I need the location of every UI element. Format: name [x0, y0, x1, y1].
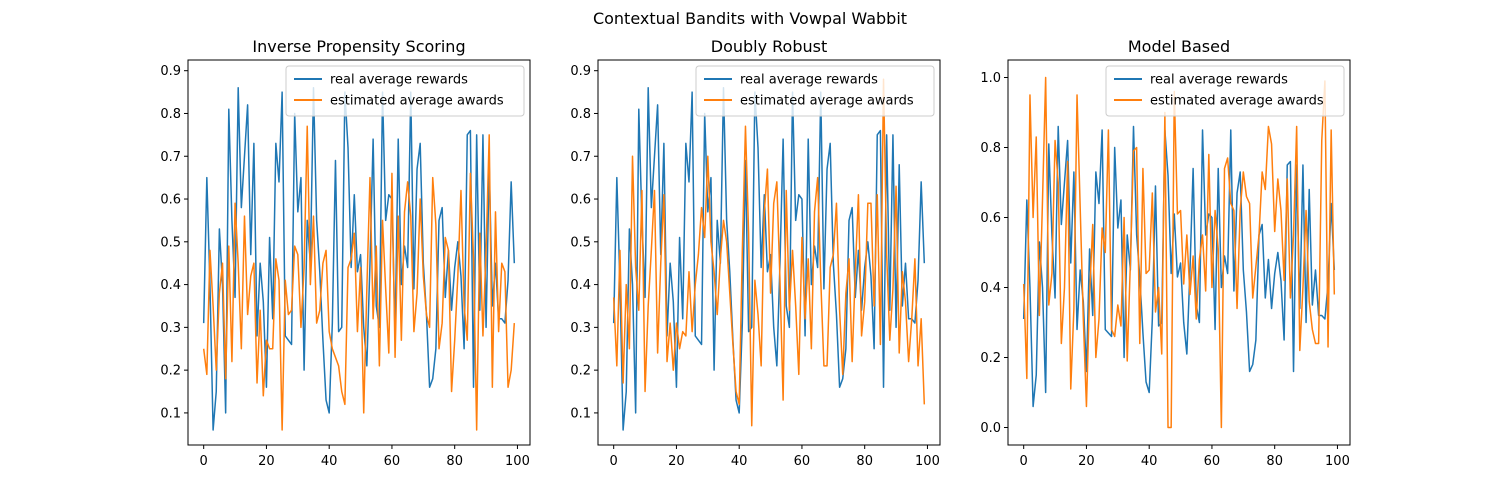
legend: real average rewards estimated average aw…: [1105, 65, 1345, 117]
y-tick-label: 0.4: [570, 278, 591, 293]
x-tick-label: 100: [1325, 454, 1350, 469]
legend-label: real average rewards: [740, 73, 878, 88]
y-tick-label: 0.4: [980, 281, 1001, 296]
subplot-title: Inverse Propensity Scoring: [252, 37, 465, 56]
legend-box: [285, 65, 525, 117]
legend-label: estimated average awards: [1150, 94, 1324, 109]
x-tick-label: 40: [321, 454, 338, 469]
x-tick-label: 100: [505, 454, 530, 469]
x-tick-label: 80: [856, 454, 873, 469]
subplot-doubly-robust: Doubly Robust 0 20 40 60 80 100 0.1 0.2 0.3 0.4 0.…: [570, 37, 941, 469]
y-tick-label: 0.4: [160, 278, 181, 293]
legend-box: [1105, 65, 1345, 117]
series-line-estimated-average-awards: [202, 125, 516, 431]
y-tick-label: 0.1: [570, 406, 591, 421]
y-tick-label: 0.3: [570, 321, 591, 336]
x-tick-label: 20: [1078, 454, 1095, 469]
x-tick-label: 80: [446, 454, 463, 469]
legend: real average rewards estimated average aw…: [285, 65, 525, 117]
x-tick-label: 60: [384, 454, 401, 469]
y-tick-label: 0.8: [570, 107, 591, 122]
subplot-title: Doubly Robust: [711, 37, 828, 56]
y-tick-label: 0.8: [980, 141, 1001, 156]
x-tick-label: 20: [668, 454, 685, 469]
legend-label: real average rewards: [1150, 73, 1288, 88]
legend-label: estimated average awards: [330, 94, 504, 109]
x-tick-label: 0: [200, 454, 208, 469]
legend-label: real average rewards: [330, 73, 468, 88]
subplot-title: Model Based: [1128, 37, 1230, 56]
subplot-inverse-propensity-scoring: Inverse Propensity Scoring 0 20 40 60 80 100 0…: [160, 37, 531, 469]
x-tick-label: 60: [794, 454, 811, 469]
legend-box: [695, 65, 935, 117]
y-tick-label: 0.6: [980, 211, 1001, 226]
series-line-real-average-rewards: [202, 87, 516, 431]
x-tick-label: 40: [1141, 454, 1158, 469]
x-tick-label: 0: [610, 454, 618, 469]
x-tick-label: 60: [1204, 454, 1221, 469]
y-tick-label: 0.6: [160, 193, 181, 208]
x-tick-label: 100: [915, 454, 940, 469]
series-line-estimated-average-awards: [1022, 76, 1336, 429]
y-tick-label: 0.9: [570, 64, 591, 79]
y-tick-label: 0.7: [570, 150, 591, 165]
x-tick-label: 20: [258, 454, 275, 469]
y-tick-label: 0.9: [160, 64, 181, 79]
y-tick-label: 0.7: [160, 150, 181, 165]
figure-suptitle: Contextual Bandits with Vowpal Wabbit: [593, 9, 907, 28]
x-tick-label: 0: [1020, 454, 1028, 469]
legend-label: estimated average awards: [740, 94, 914, 109]
y-tick-label: 0.2: [980, 351, 1001, 366]
series-line-estimated-average-awards: [612, 78, 926, 427]
y-tick-label: 0.5: [160, 235, 181, 250]
x-tick-label: 40: [731, 454, 748, 469]
y-tick-label: 0.5: [570, 235, 591, 250]
y-tick-label: 1.0: [980, 71, 1001, 86]
y-tick-label: 0.2: [160, 364, 181, 379]
subplot-model-based: Model Based 0 20 40 60 80 100 0.0 0.2 0.4 0.6 0.8 1…: [980, 37, 1351, 469]
x-tick-label: 80: [1266, 454, 1283, 469]
y-tick-label: 0.1: [160, 406, 181, 421]
axes-frame: [187, 59, 531, 446]
y-tick-label: 0.2: [570, 364, 591, 379]
axes-frame: [1007, 59, 1351, 446]
y-tick-label: 0.0: [980, 421, 1001, 436]
y-tick-label: 0.8: [160, 107, 181, 122]
axes-frame: [597, 59, 941, 446]
legend: real average rewards estimated average aw…: [695, 65, 935, 117]
y-tick-label: 0.3: [160, 321, 181, 336]
y-tick-label: 0.6: [570, 193, 591, 208]
